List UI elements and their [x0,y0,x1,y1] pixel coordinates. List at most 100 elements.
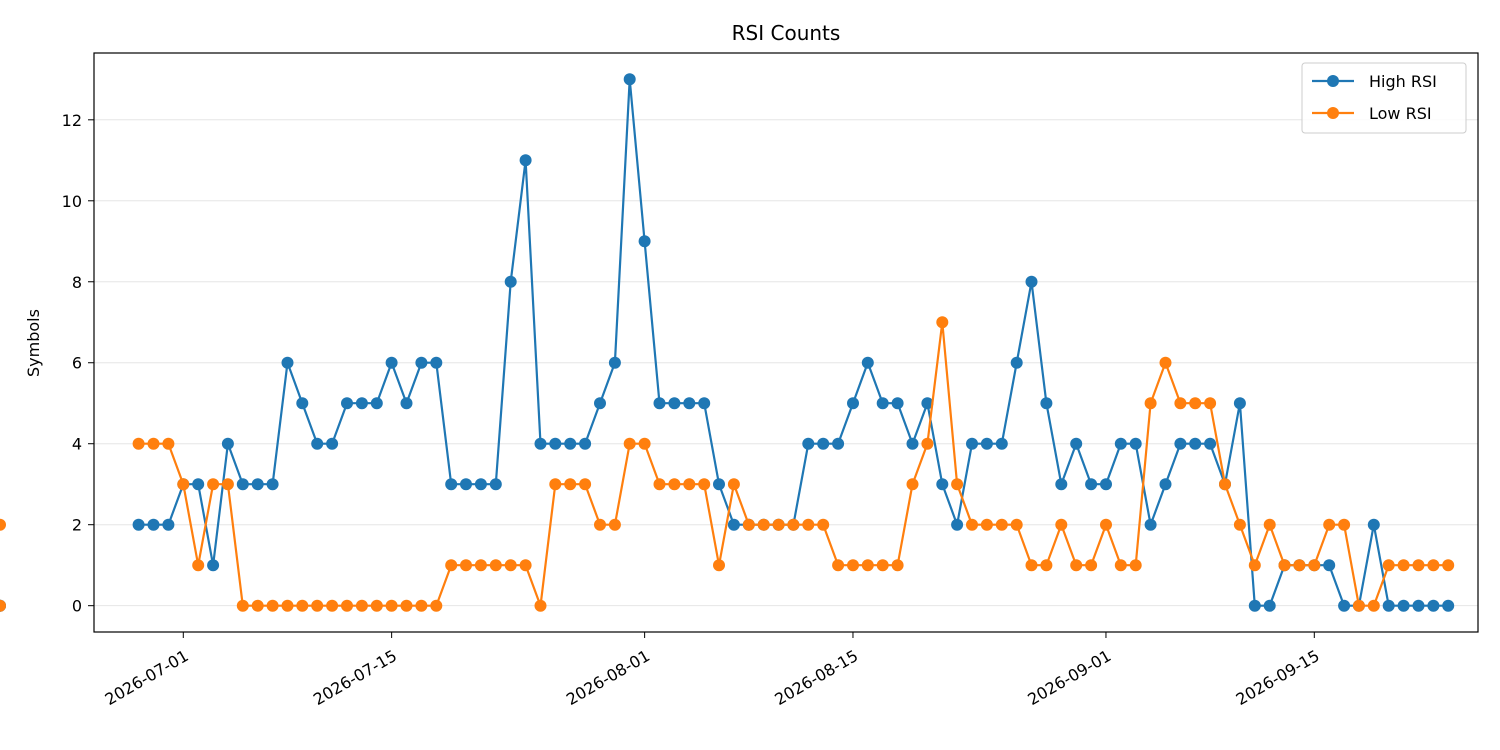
data-point [1144,397,1157,410]
data-point [1070,437,1083,450]
data-point [847,559,859,572]
legend: High RSI Low RSI [1301,62,1467,134]
data-point [326,599,339,612]
data-point [951,478,964,491]
data-point [921,397,934,410]
data-point [132,437,145,450]
data-point [1010,356,1023,369]
series-low-rsi [0,316,1455,612]
data-point [1442,559,1455,572]
data-point [608,356,621,369]
data-point [415,599,428,612]
data-point [713,559,725,572]
data-point [415,356,428,369]
data-point [207,559,220,572]
x-tick-label: 2026-09-15 [1233,646,1323,709]
data-point [326,437,339,450]
y-tick-label: 2 [72,516,82,535]
data-point [653,397,666,410]
data-point [385,356,398,369]
y-tick-label: 10 [62,192,82,211]
data-point [802,437,815,450]
data-point [594,397,606,410]
data-point [653,478,666,491]
data-point [1338,518,1351,531]
data-point [400,397,413,410]
legend-marker [1327,75,1339,87]
data-point [832,437,845,450]
y-tick-label: 6 [72,354,82,373]
data-point [683,478,696,491]
data-point [1397,599,1410,612]
data-point [906,437,919,450]
data-point [162,518,175,531]
data-point [1382,599,1395,612]
data-point [1025,559,1038,572]
data-point [757,518,770,531]
data-point [1352,599,1365,612]
y-tick-label: 4 [72,435,82,454]
data-point [1100,518,1112,531]
series-high-rsi [0,73,1455,612]
data-point [817,437,830,450]
data-point [460,559,472,572]
data-point [281,599,294,612]
data-point [460,478,472,491]
data-point [445,478,458,491]
data-point [177,478,190,491]
data-point [192,478,205,491]
data-point [861,356,874,369]
data-point [772,518,785,531]
data-point [1233,397,1246,410]
data-point [638,235,651,248]
data-point [579,437,592,450]
x-tick-label: 2026-09-01 [1024,646,1114,709]
data-point [727,518,740,531]
data-point [341,599,353,612]
data-point [266,599,279,612]
data-point [504,559,517,572]
data-point [1293,559,1306,572]
data-point [1025,275,1038,288]
data-point [727,478,740,491]
data-point [251,478,264,491]
data-point [430,356,443,369]
data-point [802,518,815,531]
data-point [445,559,458,572]
data-point [1412,559,1425,572]
data-point [921,437,934,450]
y-gridlines [94,119,1478,607]
data-point [1100,478,1112,491]
data-point [832,559,845,572]
data-point [564,478,577,491]
data-point [370,397,383,410]
data-point [370,599,383,612]
y-tick-label: 12 [62,111,82,130]
data-point [980,437,993,450]
data-point [698,397,711,410]
data-point [1174,437,1187,450]
data-point [698,478,711,491]
data-point [1263,518,1276,531]
data-point [564,437,577,450]
data-point [1323,559,1336,572]
data-point [1085,478,1098,491]
plot-area-frame [93,52,1479,633]
data-point [817,518,830,531]
data-point [1189,397,1202,410]
data-point [891,397,904,410]
data-point [489,478,502,491]
data-point [966,437,978,450]
data-point [1248,599,1261,612]
data-point [504,275,517,288]
data-point [489,559,502,572]
data-point [430,599,443,612]
data-point [1412,599,1425,612]
data-point [281,356,294,369]
data-point [0,518,6,531]
data-point [683,397,696,410]
data-point [549,437,562,450]
data-point [1233,518,1246,531]
data-point [742,518,755,531]
data-point [936,478,949,491]
